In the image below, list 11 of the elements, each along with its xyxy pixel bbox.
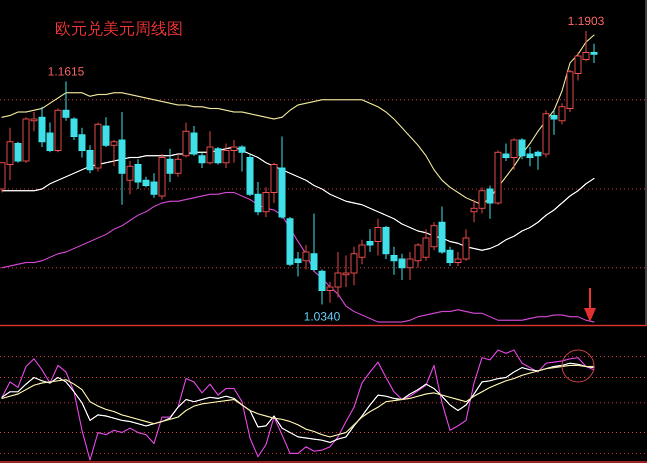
candlestick [118, 112, 126, 206]
candlestick [302, 244, 310, 270]
candlestick [126, 160, 134, 195]
annotation: 1.1903 [568, 14, 605, 28]
candlestick [374, 218, 382, 256]
annotation: 1.0340 [304, 310, 341, 324]
candlestick [590, 43, 598, 64]
candlestick [166, 148, 174, 183]
candlestick [366, 228, 374, 253]
chart-title: 欧元兑美元周线图 [55, 20, 183, 38]
annotation: 1.1615 [48, 64, 85, 78]
